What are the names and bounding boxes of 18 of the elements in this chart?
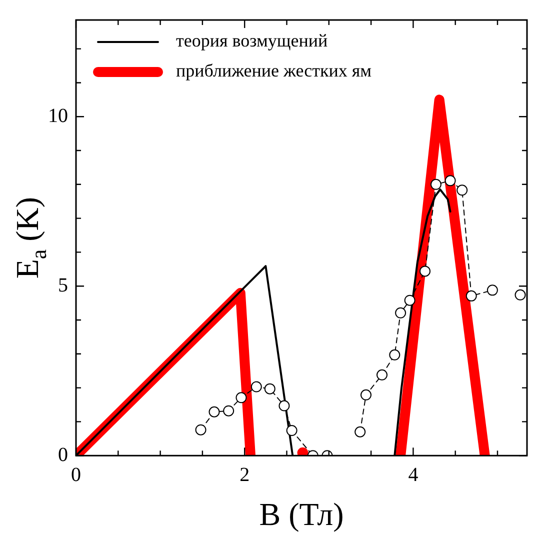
- point: [236, 392, 247, 404]
- y-tick-label: 10: [48, 104, 68, 127]
- point: [466, 290, 477, 302]
- point: [297, 447, 308, 456]
- legend-label: приближение жестких ям: [176, 60, 372, 81]
- point: [404, 294, 416, 306]
- point: [444, 175, 456, 186]
- x-axis-title: B (Тл): [259, 496, 344, 532]
- point: [278, 400, 290, 412]
- y-tick-label: 5: [58, 274, 68, 296]
- x-tick-label: 2: [240, 464, 250, 486]
- legend-label: теория возмущений: [176, 30, 328, 51]
- y-axis-title: Ea (K): [9, 196, 51, 279]
- x-tick-label: 4: [408, 464, 418, 486]
- point: [286, 425, 298, 436]
- y-tick-label: 0: [58, 444, 68, 466]
- point: [420, 266, 430, 277]
- point: [430, 178, 442, 190]
